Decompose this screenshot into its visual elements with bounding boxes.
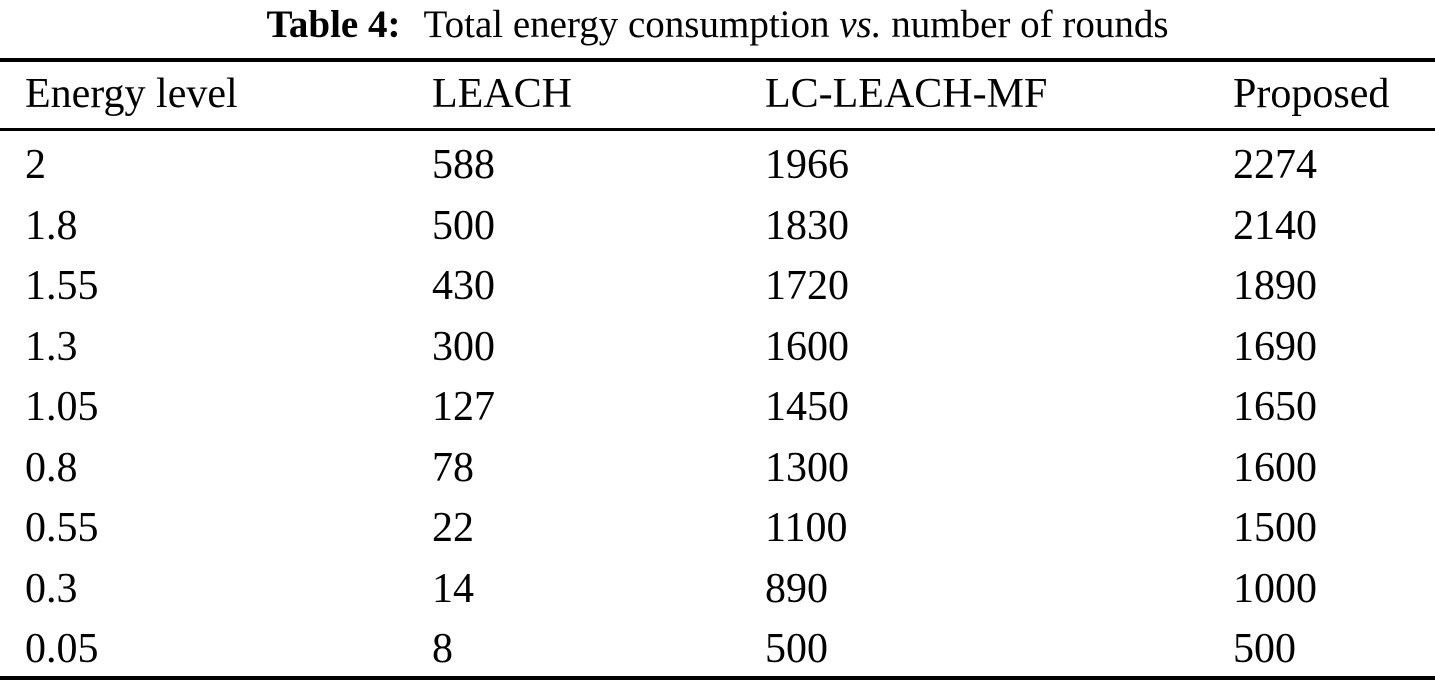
table-cell-lc-leach-mf: 1830 [765, 202, 849, 249]
table-header-rule [0, 128, 1435, 131]
table-cell-energy-level: 0.8 [25, 444, 78, 491]
table-top-rule [0, 58, 1435, 62]
table-cell-leach: 78 [432, 444, 474, 491]
table-cell-lc-leach-mf: 500 [765, 626, 828, 673]
table-cell-proposed: 2140 [1233, 202, 1317, 249]
table-cell-proposed: 1690 [1233, 323, 1317, 370]
table-row: 0.8 78 1300 1600 [0, 438, 1435, 499]
table-cell-leach: 588 [432, 142, 495, 189]
table-cell-lc-leach-mf: 890 [765, 565, 828, 612]
table-cell-leach: 8 [432, 626, 453, 673]
table-cell-energy-level: 1.55 [25, 263, 99, 310]
table-row: 0.55 22 1100 1500 [0, 498, 1435, 559]
table-cell-proposed: 1650 [1233, 384, 1317, 431]
table-cell-proposed: 1890 [1233, 263, 1317, 310]
table-cell-energy-level: 1.8 [25, 202, 78, 249]
table-bottom-rule [0, 676, 1435, 680]
table-caption-italic-vs: vs. [839, 3, 882, 46]
table-caption-label: Table 4: [266, 3, 401, 46]
table-cell-lc-leach-mf: 1100 [765, 505, 848, 552]
table-cell-leach: 430 [432, 263, 495, 310]
column-header-energy-level: Energy level [25, 71, 238, 117]
table-cell-energy-level: 0.3 [25, 565, 78, 612]
table-cell-leach: 300 [432, 323, 495, 370]
table-cell-leach: 22 [432, 505, 474, 552]
table-cell-energy-level: 0.55 [25, 505, 99, 552]
table-cell-energy-level: 2 [25, 142, 46, 189]
table-cell-proposed: 1600 [1233, 444, 1317, 491]
table-cell-lc-leach-mf: 1450 [765, 384, 849, 431]
column-header-lc-leach-mf: LC-LEACH-MF [765, 71, 1048, 117]
table-cell-leach: 500 [432, 202, 495, 249]
table-cell-energy-level: 1.05 [25, 384, 99, 431]
table-cell-proposed: 1000 [1233, 565, 1317, 612]
table-caption: Table 4: Total energy consumption vs. nu… [0, 2, 1435, 48]
table-cell-leach: 127 [432, 384, 495, 431]
table-cell-lc-leach-mf: 1966 [765, 142, 849, 189]
table-row: 1.8 500 1830 2140 [0, 196, 1435, 257]
table-row: 1.55 430 1720 1890 [0, 256, 1435, 317]
table-header-row: Energy level LEACH LC-LEACH-MF Proposed [0, 62, 1435, 126]
table-cell-leach: 14 [432, 565, 474, 612]
table-cell-lc-leach-mf: 1600 [765, 323, 849, 370]
table-caption-text-rest: number of rounds [891, 3, 1169, 46]
table-caption-text: Total energy consumption [423, 3, 830, 46]
table-cell-proposed: 2274 [1233, 142, 1317, 189]
table-cell-proposed: 1500 [1233, 505, 1317, 552]
table-row: 1.3 300 1600 1690 [0, 317, 1435, 378]
table-body: 2 588 1966 2274 1.8 500 1830 2140 1.55 4… [0, 135, 1435, 680]
table-cell-lc-leach-mf: 1300 [765, 444, 849, 491]
table-cell-energy-level: 0.05 [25, 626, 99, 673]
column-header-proposed: Proposed [1233, 71, 1390, 117]
table-cell-proposed: 500 [1233, 626, 1296, 673]
table-row: 0.3 14 890 1000 [0, 559, 1435, 620]
table-cell-lc-leach-mf: 1720 [765, 263, 849, 310]
column-header-leach: LEACH [432, 71, 572, 117]
table-row: 1.05 127 1450 1650 [0, 377, 1435, 438]
table-cell-energy-level: 1.3 [25, 323, 78, 370]
table-row: 2 588 1966 2274 [0, 135, 1435, 196]
table-row: 0.05 8 500 500 [0, 619, 1435, 680]
